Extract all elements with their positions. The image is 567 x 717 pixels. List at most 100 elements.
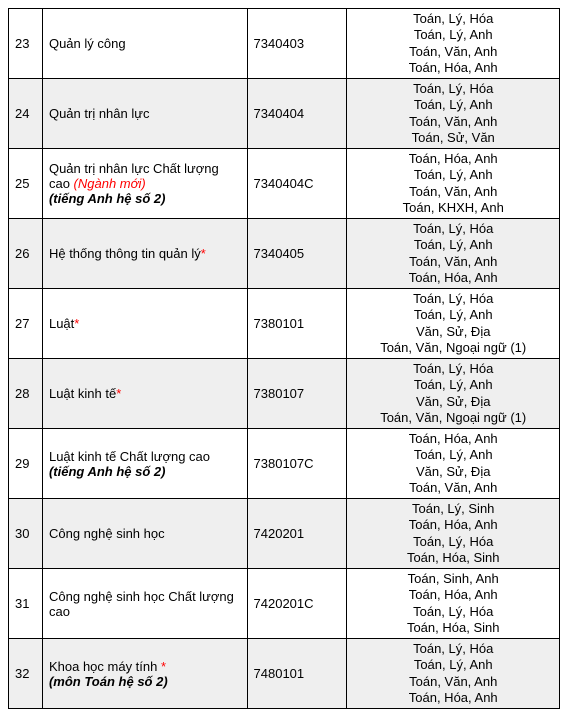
- subject-line: Toán, Văn, Ngoại ngữ (1): [353, 410, 553, 426]
- table-row: 23Quản lý công7340403Toán, Lý, HóaToán, …: [9, 9, 560, 79]
- row-number: 24: [9, 79, 43, 149]
- table-row: 28Luật kinh tế*7380107Toán, Lý, HóaToán,…: [9, 359, 560, 429]
- table-row: 31Công nghệ sinh học Chất lượng cao 74202…: [9, 569, 560, 639]
- name-segment: Khoa học máy tính: [49, 659, 161, 674]
- subject-line: Toán, Sử, Văn: [353, 130, 553, 146]
- row-number: 32: [9, 639, 43, 709]
- subject-combinations: Toán, Lý, HóaToán, Lý, AnhToán, Văn, Anh…: [347, 639, 560, 709]
- major-name: Khoa học máy tính *(môn Toán hệ số 2): [42, 639, 247, 709]
- subject-line: Toán, Văn, Anh: [353, 114, 553, 130]
- subject-line: Toán, Lý, Hóa: [353, 291, 553, 307]
- table-row: 30 Công nghệ sinh học 7420201 Toán, Lý, Sin…: [9, 499, 560, 569]
- row-number: 28: [9, 359, 43, 429]
- subject-line: Văn, Sử, Địa: [353, 324, 553, 340]
- major-code: 7380101: [247, 289, 347, 359]
- subject-line: Toán, Lý, Anh: [353, 377, 553, 393]
- subject-combinations: Toán, Lý, HóaToán, Lý, AnhVăn, Sử, ĐịaTo…: [347, 359, 560, 429]
- row-number: 30: [9, 499, 43, 569]
- majors-table: 23Quản lý công7340403Toán, Lý, HóaToán, …: [8, 8, 560, 709]
- subject-line: Toán, Văn, Anh: [353, 254, 553, 270]
- table-row: 32Khoa học máy tính *(môn Toán hệ số 2)7…: [9, 639, 560, 709]
- name-segment: (tiếng Anh hệ số 2): [49, 464, 166, 479]
- majors-tbody: 23Quản lý công7340403Toán, Lý, HóaToán, …: [9, 9, 560, 709]
- name-segment: Quản trị nhân lực: [49, 106, 149, 121]
- major-name: Luật kinh tế Chất lượng cao(tiếng Anh hệ…: [42, 429, 247, 499]
- subject-line: Toán, Lý, Hóa: [353, 11, 553, 27]
- subject-combinations: Toán, Lý, HóaToán, Lý, AnhToán, Văn, Anh…: [347, 9, 560, 79]
- major-code: 7380107C: [247, 429, 347, 499]
- major-code: 7380107: [247, 359, 347, 429]
- subject-line: Toán, Văn, Anh: [353, 184, 553, 200]
- table-row: 27Luật*7380101Toán, Lý, HóaToán, Lý, Anh…: [9, 289, 560, 359]
- table-row: 29Luật kinh tế Chất lượng cao(tiếng Anh …: [9, 429, 560, 499]
- subject-line: Toán, Lý, Hóa: [353, 604, 553, 620]
- name-segment: Luật: [49, 316, 74, 331]
- major-code: 7340404C: [247, 149, 347, 219]
- major-name: Công nghệ sinh học Chất lượng cao: [42, 569, 247, 639]
- name-segment: Hệ thống thông tin quản lý: [49, 246, 201, 261]
- row-number: 29: [9, 429, 43, 499]
- name-segment: *: [161, 659, 166, 674]
- subject-line: Toán, Hóa, Anh: [353, 517, 553, 533]
- subject-line: Toán, Hóa, Anh: [353, 431, 553, 447]
- subject-line: Toán, Văn, Anh: [353, 674, 553, 690]
- row-number: 26: [9, 219, 43, 289]
- subject-line: Toán, KHXH, Anh: [353, 200, 553, 216]
- subject-line: Toán, Hóa, Sinh: [353, 550, 553, 566]
- subject-line: Toán, Hóa, Anh: [353, 151, 553, 167]
- row-number: 31: [9, 569, 43, 639]
- subject-line: Toán, Lý, Hóa: [353, 641, 553, 657]
- name-segment: (môn Toán hệ số 2): [49, 674, 168, 689]
- subject-line: Toán, Văn, Ngoại ngữ (1): [353, 340, 553, 356]
- name-segment: Công nghệ sinh học Chất lượng cao: [49, 589, 234, 619]
- subject-line: Toán, Hóa, Anh: [353, 690, 553, 706]
- name-segment: (tiếng Anh hệ số 2): [49, 191, 166, 206]
- subject-line: Toán, Lý, Hóa: [353, 221, 553, 237]
- major-code: 7420201C: [247, 569, 347, 639]
- subject-combinations: Toán, Sinh, AnhToán, Hóa, AnhToán, Lý, H…: [347, 569, 560, 639]
- major-name: Luật*: [42, 289, 247, 359]
- subject-line: Toán, Lý, Anh: [353, 27, 553, 43]
- row-number: 27: [9, 289, 43, 359]
- subject-combinations: Toán, Hóa, AnhToán, Lý, AnhToán, Văn, An…: [347, 149, 560, 219]
- major-name: Quản trị nhân lực Chất lượng cao (Ngành …: [42, 149, 247, 219]
- table-row: 26Hệ thống thông tin quản lý*7340405Toán…: [9, 219, 560, 289]
- name-segment: Luật kinh tế Chất lượng cao: [49, 449, 210, 464]
- name-segment: Luật kinh tế: [49, 386, 116, 401]
- table-row: 25Quản trị nhân lực Chất lượng cao (Ngàn…: [9, 149, 560, 219]
- subject-line: Toán, Sinh, Anh: [353, 571, 553, 587]
- table-row: 24 Quản trị nhân lực 7340404Toán, Lý, HóaT…: [9, 79, 560, 149]
- major-name: Quản trị nhân lực: [42, 79, 247, 149]
- subject-line: Toán, Hóa, Anh: [353, 270, 553, 286]
- subject-combinations: Toán, Lý, HóaToán, Lý, AnhToán, Văn, Anh…: [347, 219, 560, 289]
- name-segment: *: [116, 386, 121, 401]
- major-code: 7340404: [247, 79, 347, 149]
- major-code: 7420201: [247, 499, 347, 569]
- subject-line: Toán, Hóa, Anh: [353, 587, 553, 603]
- major-code: 7340405: [247, 219, 347, 289]
- subject-line: Toán, Hóa, Sinh: [353, 620, 553, 636]
- major-name: Luật kinh tế*: [42, 359, 247, 429]
- name-segment: *: [201, 246, 206, 261]
- major-name: Quản lý công: [42, 9, 247, 79]
- subject-line: Toán, Lý, Anh: [353, 657, 553, 673]
- row-number: 23: [9, 9, 43, 79]
- major-name: Hệ thống thông tin quản lý*: [42, 219, 247, 289]
- subject-line: Văn, Sử, Địa: [353, 464, 553, 480]
- row-number: 25: [9, 149, 43, 219]
- name-segment: Quản lý công: [49, 36, 126, 51]
- subject-line: Toán, Lý, Anh: [353, 237, 553, 253]
- subject-line: Toán, Lý, Sinh: [353, 501, 553, 517]
- subject-line: Toán, Lý, Anh: [353, 307, 553, 323]
- subject-line: Toán, Lý, Anh: [353, 97, 553, 113]
- subject-line: Toán, Lý, Hóa: [353, 534, 553, 550]
- name-segment: *: [74, 316, 79, 331]
- subject-combinations: Toán, Hóa, AnhToán, Lý, AnhVăn, Sử, ĐịaT…: [347, 429, 560, 499]
- major-name: Công nghệ sinh học: [42, 499, 247, 569]
- subject-combinations: Toán, Lý, HóaToán, Lý, AnhToán, Văn, Anh…: [347, 79, 560, 149]
- subject-line: Toán, Lý, Hóa: [353, 361, 553, 377]
- name-segment: Công nghệ sinh học: [49, 526, 165, 541]
- subject-line: Toán, Lý, Anh: [353, 167, 553, 183]
- subject-line: Toán, Văn, Anh: [353, 44, 553, 60]
- major-code: 7340403: [247, 9, 347, 79]
